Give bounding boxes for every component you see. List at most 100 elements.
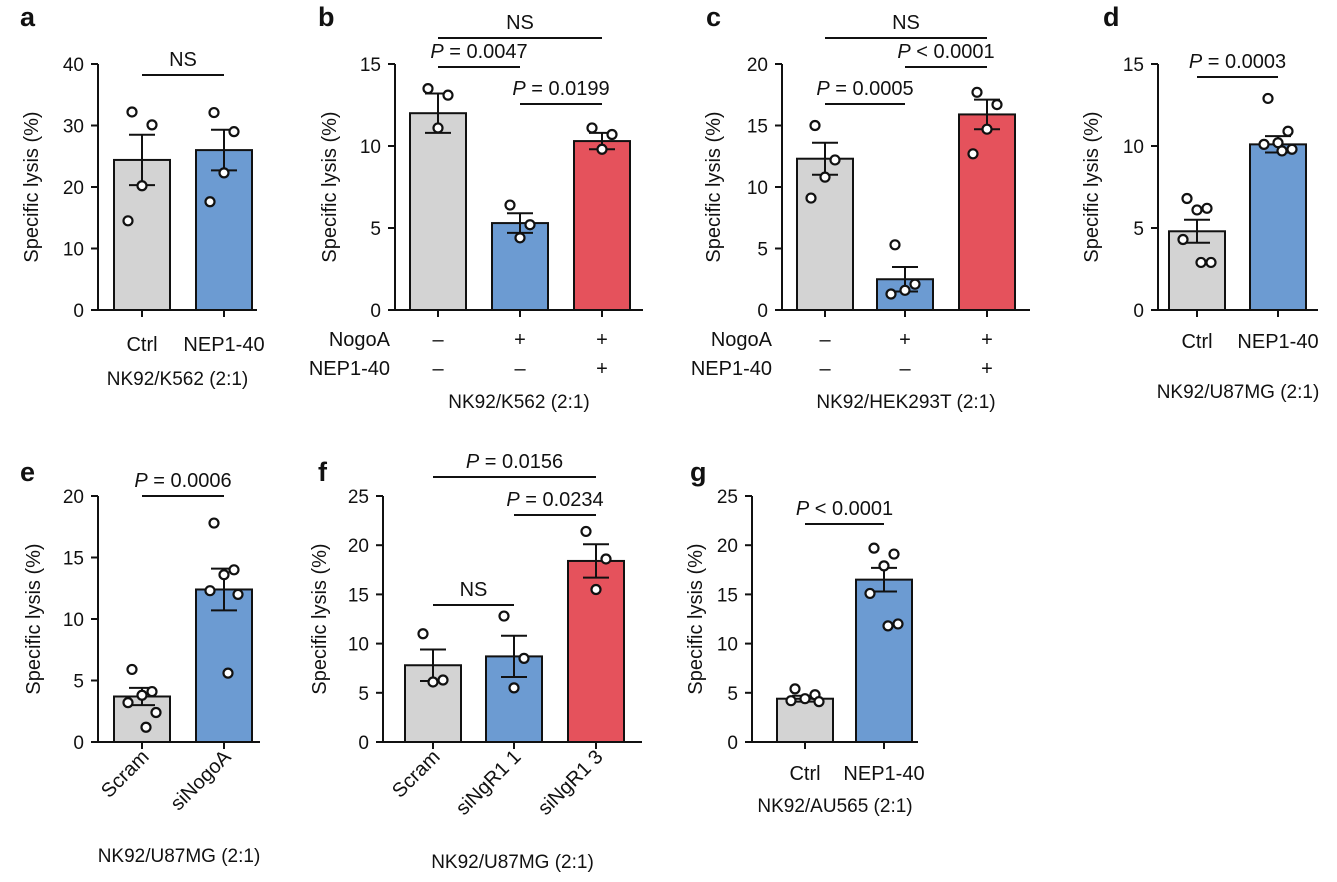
panel-g-ytick-label-5: 25 xyxy=(717,487,738,508)
panel-b-y-label: Specific lysis (%) xyxy=(319,111,341,262)
panel-g-ytick-label-4: 20 xyxy=(717,536,738,557)
panel-c-ytick-label-3: 15 xyxy=(747,117,768,138)
panel-c-point-2-3 xyxy=(967,148,979,160)
panel-b-point-1-1 xyxy=(524,219,536,231)
panel-b-row-1-value-0: – xyxy=(432,358,444,380)
panel-f-point-1-2 xyxy=(508,682,520,694)
panel-a-point-1-3 xyxy=(204,196,216,208)
panel-f-point-2-2 xyxy=(590,583,602,596)
panel-f-point-0-0 xyxy=(417,628,429,640)
panel-f-point-1-1 xyxy=(518,652,530,664)
panel-c-ytick-label-2: 10 xyxy=(747,178,768,199)
panel-a-ytick-label-0: 0 xyxy=(73,301,84,322)
panel-c-point-0-3 xyxy=(805,192,817,204)
panel-a-point-0-2 xyxy=(136,180,148,192)
panel-c-letter: c xyxy=(706,2,721,32)
panel-e-point-1-2 xyxy=(218,569,230,581)
panel-g-x-label: NK92/AU565 (2:1) xyxy=(757,796,912,817)
panel-d-point-1-5 xyxy=(1276,145,1288,157)
panel-c-y-label: Specific lysis (%) xyxy=(703,111,725,262)
panel-b-point-2-2 xyxy=(596,143,608,155)
panel-e-point-1-5 xyxy=(222,667,234,679)
panel-a-y-label: Specific lysis (%) xyxy=(21,111,43,262)
panel-a-category-0: Ctrl xyxy=(126,334,157,356)
panel-e-point-0-3 xyxy=(122,697,134,709)
panel-b-row-name-0: NogoA xyxy=(329,329,391,351)
panel-a-point-1-1 xyxy=(228,126,240,138)
panel-g-ytick-label-0: 0 xyxy=(727,733,738,754)
panel-a-category-1: NEP1-40 xyxy=(183,334,264,356)
panel-c-point-0-2 xyxy=(819,171,831,183)
panel-b-row-0-value-2: + xyxy=(596,329,608,351)
panel-b-point-0-2 xyxy=(432,122,444,134)
panel-b-ytick-label-0: 0 xyxy=(370,301,381,322)
panel-a-point-0-0 xyxy=(126,106,138,118)
panel-b-letter: b xyxy=(318,2,335,32)
panel-b-bar-0 xyxy=(409,112,467,311)
panel-b-row-1-value-1: – xyxy=(514,358,526,380)
panel-f-y-label: Specific lysis (%) xyxy=(309,543,331,694)
panel-g-point-1-4 xyxy=(892,618,904,630)
panel-e-category-1: siNogoA xyxy=(167,746,236,815)
panel-f-ytick-label-2: 10 xyxy=(348,635,369,656)
panel-b-point-2-1 xyxy=(606,128,618,141)
panel-f-ytick-label-4: 20 xyxy=(348,536,369,557)
panel-e-ytick-label-1: 5 xyxy=(73,672,84,693)
panel-c-point-2-2 xyxy=(981,123,993,135)
panel-g-letter: g xyxy=(690,457,707,487)
panel-f-letter: f xyxy=(318,457,328,487)
panel-a-point-1-0 xyxy=(208,106,220,119)
panel-f-point-0-1 xyxy=(437,674,449,686)
panel-g-point-0-0 xyxy=(789,683,801,695)
panel-d-point-1-0 xyxy=(1262,92,1274,105)
panel-e-ytick-label-3: 15 xyxy=(63,549,84,570)
panel-f-ytick-label-1: 5 xyxy=(358,684,369,705)
panel-c-row-name-1: NEP1-40 xyxy=(691,358,772,380)
panel-g-ytick-label-2: 10 xyxy=(717,635,738,656)
panel-c-ytick-label-4: 20 xyxy=(747,55,768,76)
panel-f-point-2-0 xyxy=(580,525,592,538)
panel-a-x-label: NK92/K562 (2:1) xyxy=(107,369,249,390)
panel-g-sig-label-0: P < 0.0001 xyxy=(796,498,893,520)
panel-b-row-0-value-0: – xyxy=(432,329,444,351)
panel-g-point-1-1 xyxy=(888,548,900,560)
panel-e-y-label: Specific lysis (%) xyxy=(23,543,45,694)
panel-b-bar-2 xyxy=(573,140,631,311)
panel-g-point-0-2 xyxy=(799,693,811,705)
panel-e-point-1-3 xyxy=(204,585,216,597)
panel-e-ytick-label-2: 10 xyxy=(63,610,84,631)
panel-a-ytick-label-2: 20 xyxy=(63,178,84,199)
panel-g-bar-1 xyxy=(855,578,913,744)
panel-d-point-0-2 xyxy=(1191,204,1203,216)
panel-d-bar-0 xyxy=(1168,230,1226,311)
panel-d-point-0-1 xyxy=(1201,202,1213,214)
panel-f-sig-label-2: P = 0.0156 xyxy=(466,451,563,473)
panel-g-category-1: NEP1-40 xyxy=(843,763,924,785)
panel-c-x-label: NK92/HEK293T (2:1) xyxy=(816,392,995,413)
panel-d-point-1-1 xyxy=(1282,125,1294,137)
panel-a-ytick-label-4: 40 xyxy=(63,55,84,76)
panel-f-ytick-label-3: 15 xyxy=(348,585,369,606)
panel-c-sig-label-0: P = 0.0005 xyxy=(816,78,913,100)
panel-e-point-1-4 xyxy=(232,588,244,601)
panel-d-point-0-5 xyxy=(1195,256,1207,269)
panel-d-bar-1 xyxy=(1249,143,1307,311)
panel-d-category-0: Ctrl xyxy=(1181,331,1212,353)
panel-b-ytick-label-2: 10 xyxy=(360,137,381,158)
panel-e-x-label: NK92/U87MG (2:1) xyxy=(98,846,261,867)
panel-a-sig-label-0: NS xyxy=(169,49,197,71)
panel-b-row-0-value-1: + xyxy=(514,329,526,351)
panel-d-ytick-label-1: 5 xyxy=(1133,219,1144,240)
panel-e-point-0-0 xyxy=(126,663,138,676)
panel-e-letter: e xyxy=(20,457,35,487)
panel-a-ytick-label-1: 10 xyxy=(63,240,84,261)
panel-d-sig-label-0: P = 0.0003 xyxy=(1189,51,1286,73)
panel-b-point-1-0 xyxy=(504,199,516,211)
panel-b-row-name-1: NEP1-40 xyxy=(309,358,390,380)
panel-e-point-0-1 xyxy=(146,685,158,698)
panel-d-ytick-label-0: 0 xyxy=(1133,301,1144,322)
panel-f-category-1: siNgR1 1 xyxy=(452,746,526,820)
panel-c-row-0-value-0: – xyxy=(819,329,831,351)
panel-e-ytick-label-4: 20 xyxy=(63,487,84,508)
